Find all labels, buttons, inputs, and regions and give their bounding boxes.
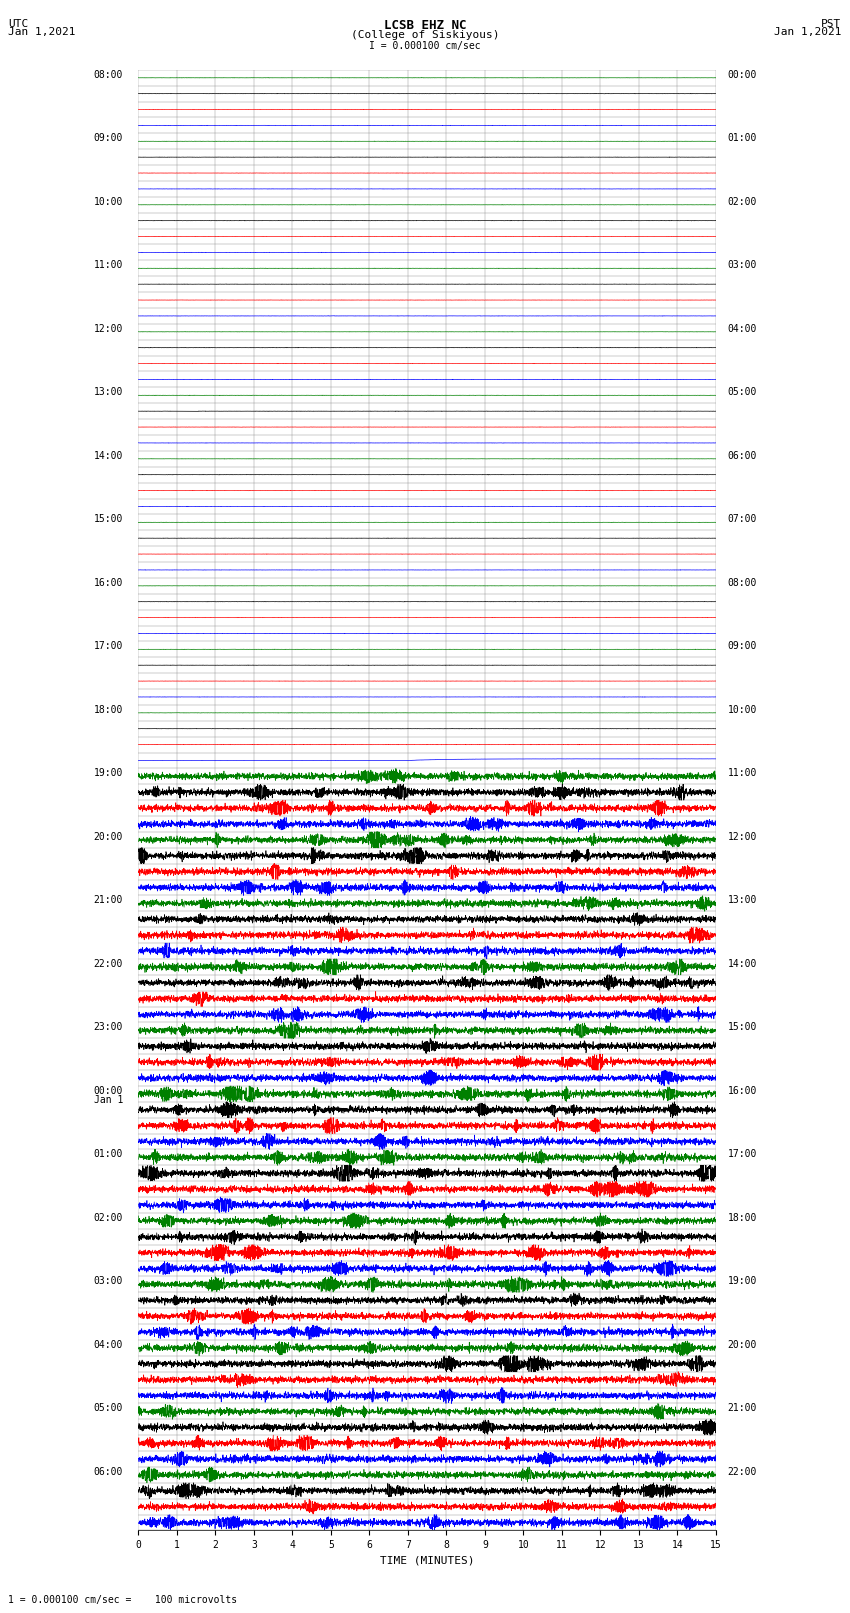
Text: Jan 1,2021: Jan 1,2021 [774, 27, 842, 37]
Text: 1 = 0.000100 cm/sec =    100 microvolts: 1 = 0.000100 cm/sec = 100 microvolts [8, 1595, 238, 1605]
Text: LCSB EHZ NC: LCSB EHZ NC [383, 18, 467, 32]
Text: 23:00: 23:00 [94, 1023, 123, 1032]
Text: 14:00: 14:00 [94, 452, 123, 461]
Text: 22:00: 22:00 [728, 1466, 756, 1478]
Text: 06:00: 06:00 [728, 452, 756, 461]
Text: 18:00: 18:00 [728, 1213, 756, 1223]
Text: 06:00: 06:00 [94, 1466, 123, 1478]
Text: 16:00: 16:00 [728, 1086, 756, 1095]
Text: 12:00: 12:00 [728, 832, 756, 842]
Text: 10:00: 10:00 [728, 705, 756, 715]
Text: PST: PST [821, 18, 842, 29]
Text: 01:00: 01:00 [94, 1150, 123, 1160]
Text: 14:00: 14:00 [728, 958, 756, 969]
Text: 17:00: 17:00 [728, 1150, 756, 1160]
Text: 21:00: 21:00 [94, 895, 123, 905]
Text: 05:00: 05:00 [94, 1403, 123, 1413]
Text: Jan 1,2021: Jan 1,2021 [8, 27, 76, 37]
Text: 07:00: 07:00 [728, 515, 756, 524]
Text: 03:00: 03:00 [728, 260, 756, 271]
Text: (College of Siskiyous): (College of Siskiyous) [351, 31, 499, 40]
X-axis label: TIME (MINUTES): TIME (MINUTES) [380, 1557, 474, 1566]
Text: 05:00: 05:00 [728, 387, 756, 397]
Text: 09:00: 09:00 [94, 134, 123, 144]
Text: 00:00: 00:00 [728, 69, 756, 79]
Text: UTC: UTC [8, 18, 29, 29]
Text: 19:00: 19:00 [728, 1276, 756, 1287]
Text: 03:00: 03:00 [94, 1276, 123, 1287]
Text: 01:00: 01:00 [728, 134, 756, 144]
Text: 19:00: 19:00 [94, 768, 123, 779]
Text: 22:00: 22:00 [94, 958, 123, 969]
Text: 16:00: 16:00 [94, 577, 123, 587]
Text: 13:00: 13:00 [728, 895, 756, 905]
Text: 15:00: 15:00 [94, 515, 123, 524]
Text: 04:00: 04:00 [728, 324, 756, 334]
Text: 08:00: 08:00 [728, 577, 756, 587]
Text: 08:00: 08:00 [94, 69, 123, 79]
Text: 04:00: 04:00 [94, 1340, 123, 1350]
Text: 10:00: 10:00 [94, 197, 123, 206]
Text: 18:00: 18:00 [94, 705, 123, 715]
Text: 00:00: 00:00 [94, 1086, 123, 1095]
Text: 09:00: 09:00 [728, 642, 756, 652]
Text: 02:00: 02:00 [728, 197, 756, 206]
Text: 02:00: 02:00 [94, 1213, 123, 1223]
Text: 11:00: 11:00 [94, 260, 123, 271]
Text: 13:00: 13:00 [94, 387, 123, 397]
Text: 20:00: 20:00 [94, 832, 123, 842]
Text: 15:00: 15:00 [728, 1023, 756, 1032]
Text: 21:00: 21:00 [728, 1403, 756, 1413]
Text: Jan 1: Jan 1 [94, 1095, 123, 1105]
Text: 20:00: 20:00 [728, 1340, 756, 1350]
Text: 11:00: 11:00 [728, 768, 756, 779]
Text: I = 0.000100 cm/sec: I = 0.000100 cm/sec [369, 40, 481, 50]
Text: 12:00: 12:00 [94, 324, 123, 334]
Text: 17:00: 17:00 [94, 642, 123, 652]
